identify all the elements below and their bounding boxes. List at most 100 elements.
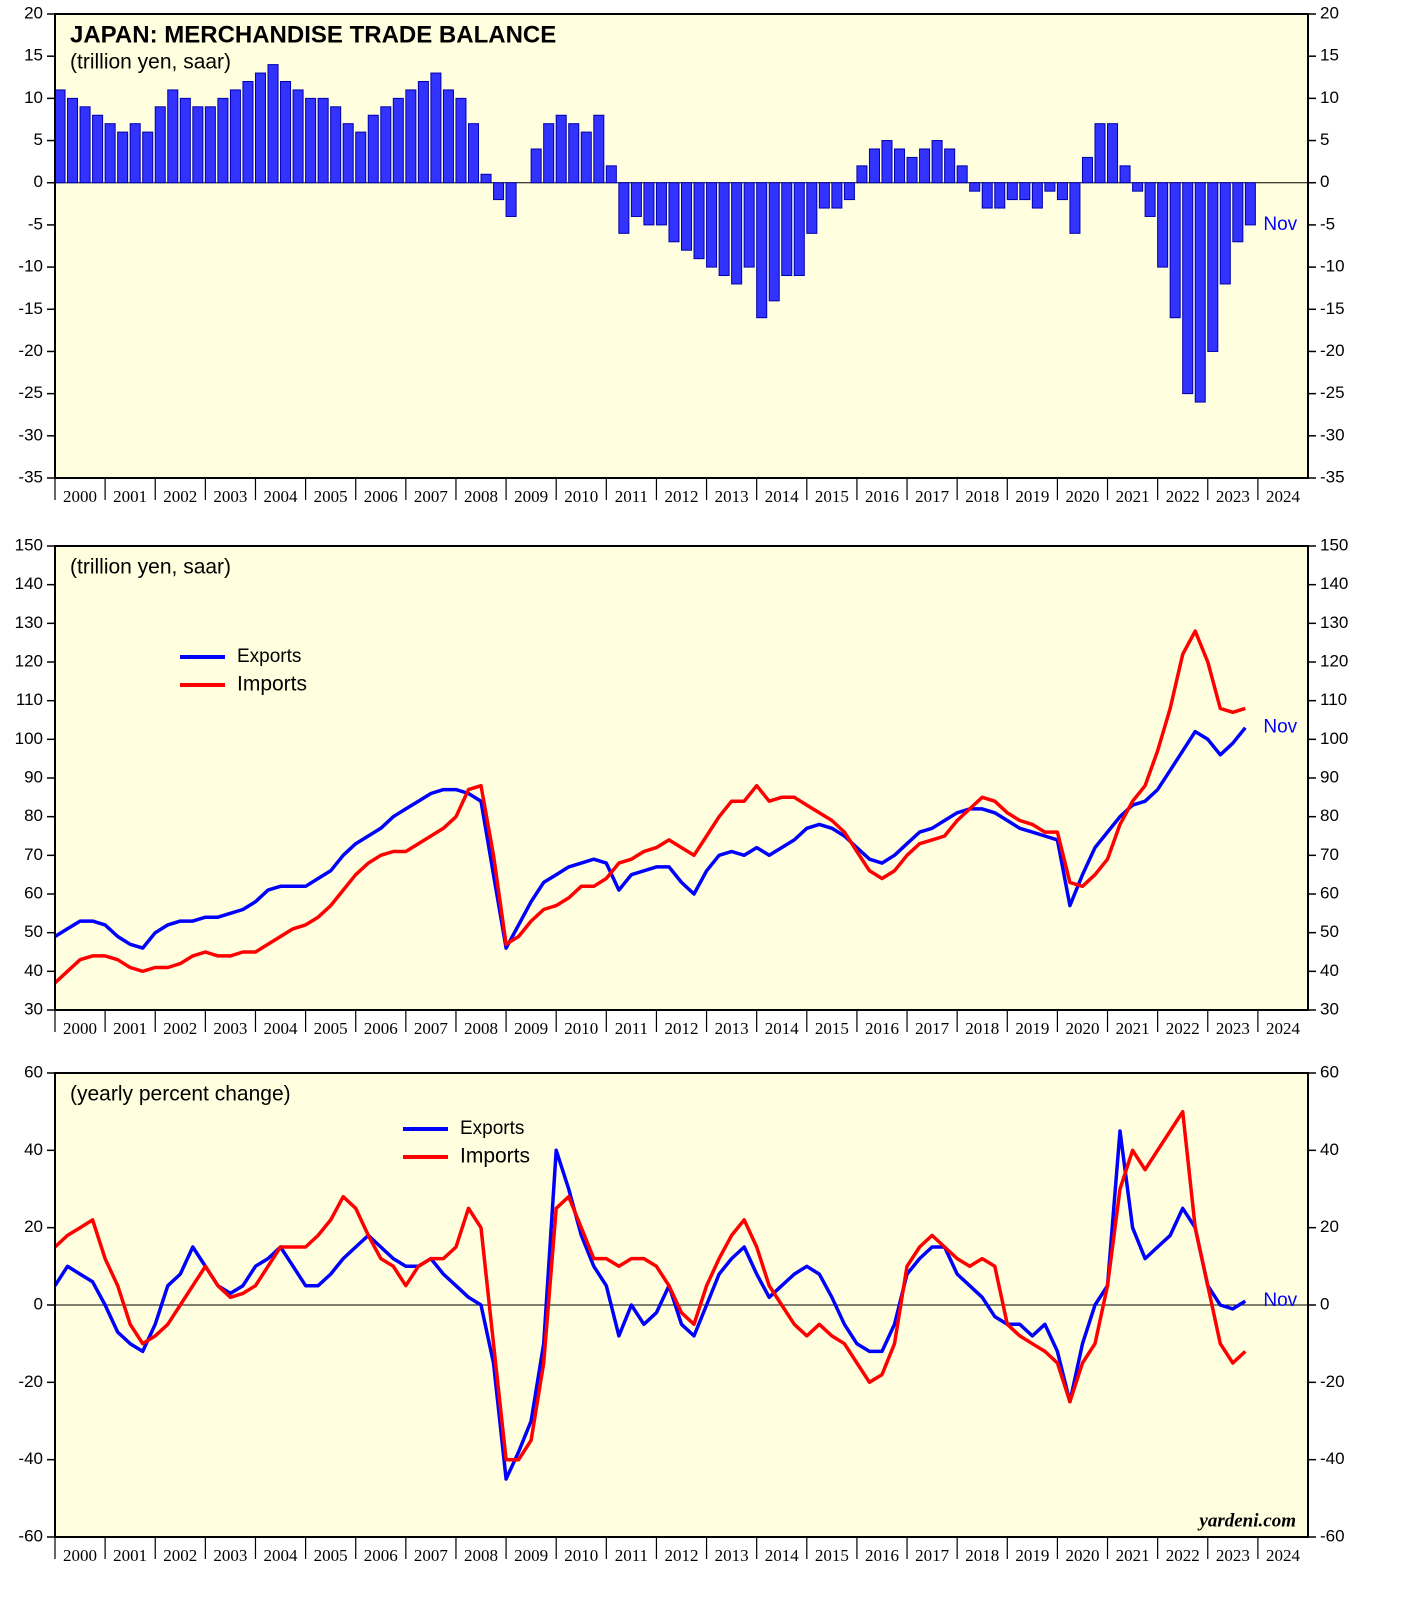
annotation: Nov	[1263, 717, 1297, 738]
bar	[505, 182, 517, 217]
bar	[342, 123, 354, 184]
bar	[543, 123, 555, 184]
y-tick-label: 140	[15, 574, 43, 593]
bar	[530, 148, 542, 184]
y-tick-label-right: 100	[1320, 729, 1348, 748]
y-tick-label: 130	[15, 613, 43, 632]
bar	[493, 182, 505, 201]
x-tick-label: 2018	[965, 1546, 999, 1565]
chart-subtitle: (yearly percent change)	[70, 1083, 291, 1106]
x-tick-label: 2024	[1266, 1019, 1301, 1038]
bar	[142, 131, 154, 184]
x-tick-label: 2016	[865, 1019, 899, 1038]
x-tick-label: 2016	[865, 1546, 899, 1565]
x-tick-label: 2000	[63, 1019, 97, 1038]
bar	[706, 182, 718, 268]
y-tick-label-right: -30	[1320, 425, 1345, 444]
bar	[605, 165, 617, 184]
x-tick-label: 2000	[63, 1546, 97, 1565]
x-tick-label: 2004	[264, 487, 299, 506]
x-tick-label: 2009	[514, 1546, 548, 1565]
y-tick-label: -20	[18, 1372, 43, 1391]
bar	[831, 182, 843, 209]
y-tick-label: 60	[24, 883, 43, 902]
x-tick-label: 2022	[1166, 1019, 1200, 1038]
bar	[179, 97, 191, 184]
y-tick-label-right: -20	[1320, 341, 1345, 360]
bar	[1056, 182, 1068, 201]
bar	[1094, 123, 1106, 184]
chart-subtitle: (trillion yen, saar)	[70, 556, 231, 579]
x-tick-label: 2009	[514, 487, 548, 506]
bar	[330, 106, 342, 184]
y-tick-label-right: 60	[1320, 1062, 1339, 1081]
bar	[92, 114, 104, 184]
y-tick-label: 70	[24, 845, 43, 864]
y-tick-label-right: 70	[1320, 845, 1339, 864]
y-tick-label: -20	[18, 341, 43, 360]
x-tick-label: 2024	[1266, 1546, 1301, 1565]
plot-frame	[54, 13, 1309, 479]
y-tick-label-right: 5	[1320, 130, 1329, 149]
x-tick-label: 2002	[163, 1546, 197, 1565]
y-tick-label: 80	[24, 806, 43, 825]
bar	[129, 123, 141, 184]
y-tick-label-right: 80	[1320, 806, 1339, 825]
bar	[1194, 182, 1206, 403]
bar	[1157, 182, 1169, 268]
x-tick-label: 2014	[765, 1019, 800, 1038]
y-tick-label: 120	[15, 651, 43, 670]
line-series	[54, 726, 1247, 950]
bar	[192, 106, 204, 184]
y-tick-label: 20	[24, 3, 43, 22]
bar	[217, 97, 229, 184]
x-tick-label: 2012	[665, 487, 699, 506]
x-tick-label: 2011	[615, 1546, 648, 1565]
bar	[718, 182, 730, 277]
x-tick-label: 2023	[1216, 487, 1250, 506]
y-tick-label-right: -20	[1320, 1372, 1345, 1391]
y-tick-label-right: -15	[1320, 299, 1345, 318]
bar	[442, 89, 454, 184]
y-tick-label-right: -35	[1320, 467, 1345, 486]
bar	[693, 182, 705, 260]
bar	[1006, 182, 1018, 201]
x-tick-label: 2003	[213, 1546, 247, 1565]
bar	[643, 182, 655, 226]
x-tick-label: 2001	[113, 487, 147, 506]
bar	[1019, 182, 1031, 201]
bar	[843, 182, 855, 201]
bar	[793, 182, 805, 277]
x-tick-label: 2019	[1015, 1546, 1049, 1565]
x-tick-label: 2005	[314, 1546, 348, 1565]
y-tick-label-right: -25	[1320, 383, 1345, 402]
plot-area	[55, 546, 1308, 1010]
x-tick-label: 2015	[815, 1019, 849, 1038]
x-tick-label: 2015	[815, 1546, 849, 1565]
x-tick-label: 2020	[1065, 1546, 1099, 1565]
y-tick-label-right: 110	[1320, 690, 1347, 709]
bar	[768, 182, 780, 302]
y-tick-label: 5	[34, 130, 43, 149]
bar	[818, 182, 830, 209]
bar	[931, 140, 943, 184]
bar	[868, 148, 880, 184]
bar	[254, 72, 267, 184]
y-tick-label: 15	[24, 46, 43, 65]
y-tick-label: 0	[34, 172, 43, 191]
bar	[580, 131, 592, 184]
y-tick-label-right: -10	[1320, 257, 1345, 276]
source: yardeni.com	[1197, 1510, 1296, 1531]
x-tick-label: 2022	[1166, 1546, 1200, 1565]
line-series	[53, 1109, 1247, 1462]
x-tick-label: 2012	[665, 1019, 699, 1038]
y-tick-label-right: 30	[1320, 999, 1339, 1018]
y-tick-label-right: 90	[1320, 767, 1339, 786]
x-tick-label: 2009	[514, 1019, 548, 1038]
bar	[881, 140, 893, 184]
x-tick-label: 2023	[1216, 1019, 1250, 1038]
x-tick-label: 2001	[113, 1019, 147, 1038]
bar	[267, 64, 279, 184]
annotation: Nov	[1263, 214, 1297, 235]
bar	[104, 123, 116, 184]
